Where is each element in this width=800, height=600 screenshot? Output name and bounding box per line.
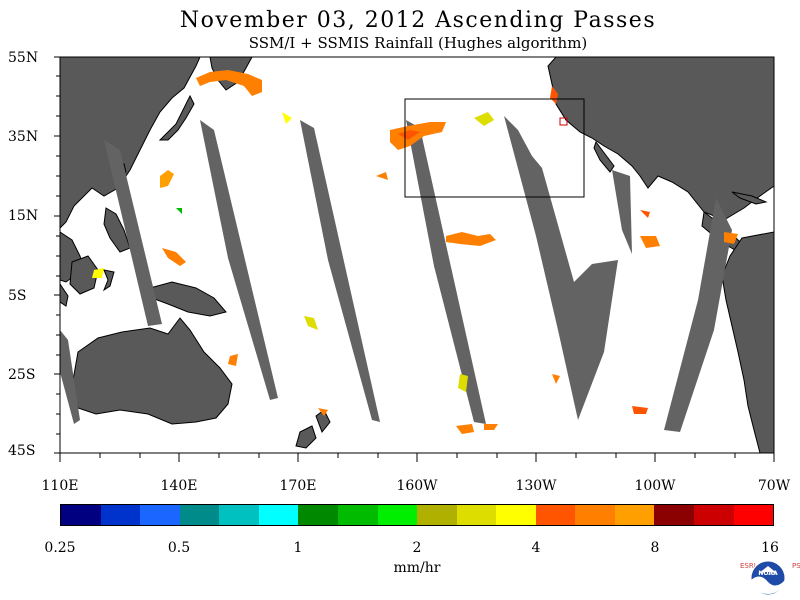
y-label-55n: 55N (8, 50, 39, 66)
borneo (69, 255, 99, 295)
x-label-170e: 170E (279, 478, 317, 494)
y-label-25s: 25S (8, 367, 36, 383)
map-subtitle: SSM/I + SSMIS Rainfall (Hughes algorithm… (248, 34, 588, 52)
colorbar-swatch-15 (654, 505, 694, 525)
colorbar-swatch-14 (614, 505, 655, 525)
y-label-35n: 35N (8, 129, 39, 145)
colorbar-label-5: 8 (650, 540, 660, 556)
colorbar-swatch-17 (733, 505, 774, 525)
colorbar-swatch-9 (417, 505, 457, 525)
rain-cell-sp-9 (376, 172, 388, 180)
rain-cell-sp-7 (632, 406, 648, 414)
colorbar-swatch-4 (219, 505, 259, 525)
x-label-140e: 140E (160, 478, 198, 494)
colorbar-swatch-8 (377, 505, 418, 525)
colorbar-swatch-0 (61, 505, 101, 525)
rain-cell-itcz-2 (162, 248, 186, 266)
rain-cell-sp-10 (92, 268, 104, 278)
data-gap-swaths (60, 116, 732, 432)
logo-text: NOAA (758, 570, 778, 577)
rain-cell-sp-12 (176, 208, 182, 214)
swath-gap-3 (300, 120, 380, 422)
new-zealand-south (295, 425, 317, 449)
rain-cell-sp-5 (458, 374, 468, 392)
y-label-5s: 5S (8, 288, 27, 304)
swath-gap-8 (60, 330, 80, 424)
x-label-110e: 110E (41, 478, 79, 494)
rain-band-north-pacific (390, 122, 446, 150)
colorbar-swatch-5 (258, 505, 299, 525)
rain-cell-np-4 (160, 170, 174, 188)
colorbar-swatch-10 (456, 505, 497, 525)
colorbar-swatch-2 (140, 505, 180, 525)
australia (71, 317, 233, 425)
land-masses (60, 57, 774, 453)
swath-gap-2 (200, 120, 278, 400)
colorbar-swatch-12 (535, 505, 576, 525)
rain-cell-sp-2 (318, 408, 328, 416)
x-ticks (59, 453, 775, 462)
rain-cell-np-2 (474, 112, 494, 126)
rain-cell-sp-11 (228, 354, 238, 366)
rain-cells (92, 70, 738, 434)
y-label-15n: 15N (8, 208, 39, 224)
rain-cell-np-3 (282, 112, 292, 124)
colorbar-units: mm/hr (393, 560, 441, 576)
swath-gap-5 (504, 116, 618, 420)
colorbar-swatch-13 (575, 505, 615, 525)
swath-gap-4 (406, 120, 486, 424)
rain-cell-sp-8 (724, 232, 738, 244)
philippines (103, 207, 131, 253)
colorbar-swatch-3 (179, 505, 220, 525)
rain-band-itcz (446, 232, 496, 246)
rain-cell-sp-6 (552, 374, 560, 384)
colorbar-swatch-1 (100, 505, 141, 525)
asia-landmass (60, 57, 201, 229)
x-label-130w: 130W (515, 478, 557, 494)
japan (158, 94, 195, 141)
y-label-45s: 45S (8, 443, 36, 459)
colorbar-swatch-7 (337, 505, 378, 525)
cuba (731, 191, 768, 205)
noaa-logo: NOAA (750, 560, 786, 596)
x-label-100w: 100W (634, 478, 676, 494)
colorbar-label-1: 0.5 (167, 540, 191, 556)
rain-cell-itcz-4 (640, 210, 650, 218)
sulawesi (102, 269, 115, 292)
colorbar-label-0: 0.25 (44, 540, 76, 556)
rain-band-aleutian (196, 70, 262, 96)
colorbar-label-4: 4 (531, 540, 541, 556)
rain-cell-sp-1 (304, 316, 318, 330)
baja-california (593, 140, 615, 173)
sumatra (60, 283, 69, 307)
station-marker (559, 117, 568, 126)
x-label-70w: 70W (757, 478, 791, 494)
colorbar-swatch-11 (496, 505, 536, 525)
rain-cell-itcz-3 (640, 236, 660, 248)
swath-gap-6 (612, 170, 632, 254)
swath-gap-1 (104, 140, 162, 326)
analysis-box (404, 98, 585, 198)
logo-right-letters: PSD (792, 562, 800, 570)
x-label-160w: 160W (396, 478, 438, 494)
rain-cell-sp-3 (456, 424, 474, 434)
colorbar-swatch-6 (298, 505, 338, 525)
new-guinea (149, 281, 227, 317)
colorbar-swatch-16 (694, 505, 734, 525)
rain-cell-sp-4 (484, 424, 498, 430)
colorbar (60, 504, 774, 526)
colorbar-label-6: 16 (761, 540, 779, 556)
map-title: November 03, 2012 Ascending Passes (179, 8, 657, 33)
colorbar-label-2: 1 (293, 540, 303, 556)
y-ticks (54, 56, 60, 454)
colorbar-label-3: 2 (412, 540, 422, 556)
swath-gap-7 (664, 198, 732, 432)
